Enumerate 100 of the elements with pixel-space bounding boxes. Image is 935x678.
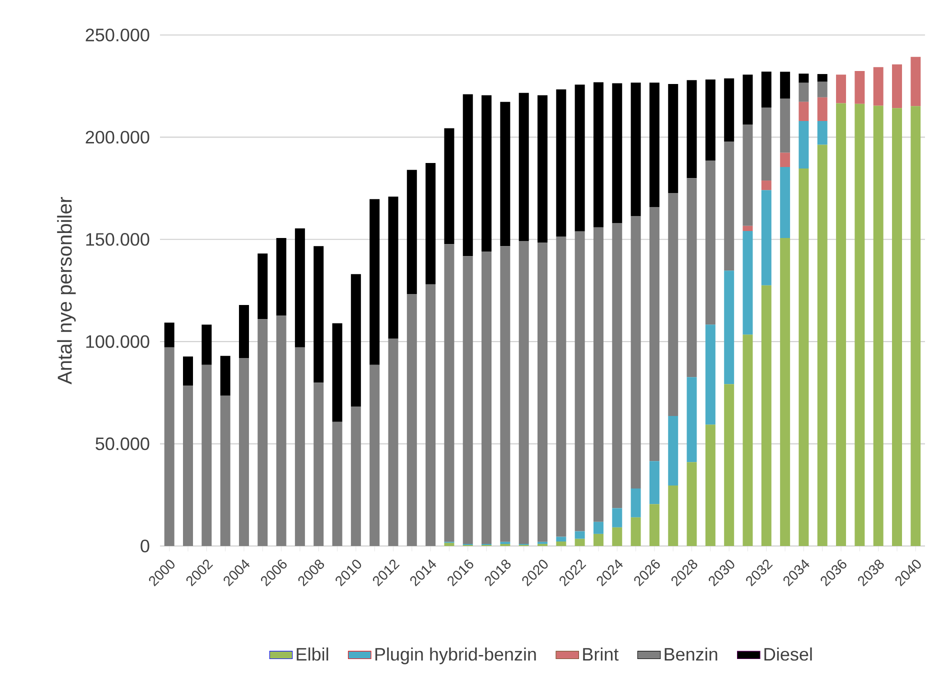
bar bbox=[350, 406, 361, 546]
bar bbox=[798, 102, 809, 122]
bar bbox=[742, 124, 753, 226]
bar bbox=[593, 227, 604, 522]
y-tick-label: 250.000 bbox=[86, 28, 150, 42]
bar bbox=[462, 256, 473, 544]
bar bbox=[649, 504, 660, 546]
bar bbox=[761, 190, 772, 286]
bar bbox=[388, 338, 398, 546]
bar bbox=[817, 144, 828, 546]
bar bbox=[294, 228, 305, 348]
legend-label: Diesel bbox=[764, 647, 812, 661]
bar bbox=[482, 95, 492, 252]
y-tick-label: 100.000 bbox=[86, 335, 150, 348]
bar bbox=[836, 103, 846, 546]
bar bbox=[724, 142, 734, 271]
bar bbox=[182, 356, 193, 386]
bar bbox=[444, 128, 454, 244]
bar bbox=[761, 108, 772, 181]
bar bbox=[817, 97, 828, 122]
bar bbox=[649, 82, 660, 208]
bar bbox=[668, 416, 678, 486]
bar bbox=[630, 488, 641, 518]
bar bbox=[164, 347, 174, 546]
bar bbox=[556, 541, 566, 546]
bar bbox=[836, 74, 846, 104]
bar bbox=[350, 274, 361, 407]
bar bbox=[705, 324, 716, 425]
bar bbox=[593, 522, 604, 534]
bar bbox=[630, 517, 641, 546]
bar bbox=[724, 270, 734, 384]
bar bbox=[276, 238, 286, 316]
bar bbox=[817, 82, 828, 98]
bar bbox=[705, 424, 716, 546]
bar bbox=[910, 106, 921, 546]
bar bbox=[574, 84, 585, 232]
bar bbox=[518, 241, 529, 544]
bar bbox=[686, 377, 697, 462]
bar bbox=[518, 92, 529, 242]
bar bbox=[668, 192, 678, 416]
bar bbox=[798, 74, 809, 83]
bar bbox=[612, 508, 622, 528]
bar bbox=[314, 246, 324, 383]
bar bbox=[780, 238, 790, 546]
bar bbox=[370, 199, 380, 365]
bar bbox=[798, 168, 809, 546]
bar bbox=[742, 74, 753, 125]
bar bbox=[556, 536, 566, 542]
bar bbox=[630, 82, 641, 216]
legend-label: Plugin hybrid-benzin bbox=[375, 647, 536, 664]
bar bbox=[574, 538, 585, 546]
bar bbox=[238, 358, 249, 546]
bar bbox=[444, 244, 454, 542]
bar bbox=[649, 207, 660, 462]
bar bbox=[798, 82, 809, 102]
bar bbox=[892, 108, 902, 546]
bar bbox=[686, 178, 697, 378]
bar bbox=[668, 485, 678, 546]
bar bbox=[538, 242, 548, 542]
bar bbox=[593, 534, 604, 546]
bar bbox=[742, 334, 753, 546]
bar bbox=[332, 422, 342, 546]
bar bbox=[724, 78, 734, 142]
bar bbox=[258, 319, 268, 546]
bar bbox=[612, 527, 622, 546]
bar bbox=[798, 121, 809, 168]
bar bbox=[630, 216, 641, 489]
bar bbox=[574, 231, 585, 532]
bar bbox=[910, 56, 921, 106]
bar bbox=[705, 80, 716, 160]
bar bbox=[500, 102, 510, 246]
bar bbox=[761, 72, 772, 108]
bar bbox=[202, 324, 212, 365]
bar bbox=[220, 356, 230, 396]
bar bbox=[182, 386, 193, 546]
bar bbox=[892, 64, 902, 108]
bar bbox=[593, 82, 604, 228]
bar bbox=[780, 167, 790, 238]
y-tick-label: 200.000 bbox=[86, 130, 150, 144]
bar bbox=[276, 316, 286, 546]
bar bbox=[649, 461, 660, 504]
bar bbox=[873, 106, 884, 546]
bar bbox=[854, 70, 865, 104]
bar bbox=[780, 98, 790, 153]
y-tick-label: 50.000 bbox=[96, 437, 150, 450]
bar bbox=[612, 83, 622, 224]
bar bbox=[314, 382, 324, 546]
bar bbox=[294, 347, 305, 546]
bar bbox=[854, 104, 865, 546]
bar bbox=[426, 162, 436, 284]
bar bbox=[258, 253, 268, 320]
bar bbox=[742, 231, 753, 335]
bar bbox=[873, 67, 884, 106]
bar bbox=[406, 170, 417, 294]
bar bbox=[817, 121, 828, 145]
bar bbox=[780, 72, 790, 99]
bar bbox=[426, 284, 436, 546]
bar bbox=[556, 89, 566, 237]
bar bbox=[202, 364, 212, 546]
bar bbox=[406, 294, 417, 546]
